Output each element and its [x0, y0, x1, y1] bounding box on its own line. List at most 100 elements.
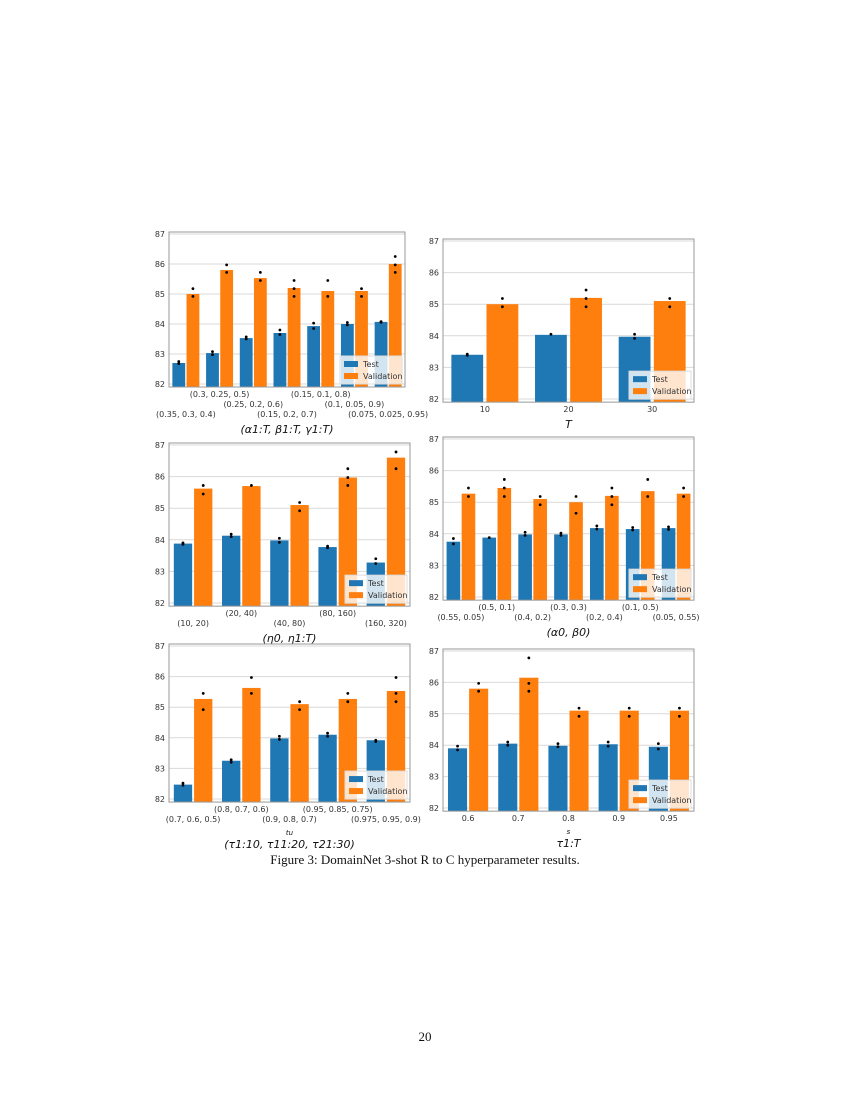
- legend-swatch-validation: [633, 586, 647, 593]
- seed-point: [556, 745, 560, 749]
- seed-point: [394, 700, 398, 704]
- x-axis-label-superscript: tu: [286, 829, 294, 837]
- plot-frame: [168, 231, 406, 388]
- seed-point: [181, 781, 185, 785]
- seed-point: [667, 525, 670, 529]
- seed-point: [559, 531, 563, 535]
- validation-bar: [194, 488, 213, 607]
- seed-point: [527, 689, 531, 693]
- legend-swatch-validation: [349, 592, 363, 599]
- test-bar: [446, 541, 461, 601]
- seed-point: [292, 279, 296, 282]
- test-bar: [270, 738, 289, 803]
- y-tick-label: 87: [155, 230, 165, 239]
- seed-point: [181, 783, 185, 787]
- seed-point: [646, 478, 650, 481]
- seed-point: [502, 495, 506, 498]
- seed-point: [346, 692, 350, 695]
- seed-point: [394, 467, 398, 471]
- seed-point: [298, 708, 302, 712]
- validation-bar: [287, 288, 301, 387]
- x-tick-label: (0.975, 0.95, 0.9): [351, 815, 421, 824]
- x-tick-label: (0.35, 0.3, 0.4): [156, 410, 216, 419]
- x-tick-label: (0.3, 0.3): [550, 603, 587, 612]
- validation-bar: [321, 291, 335, 387]
- seed-point: [631, 526, 635, 529]
- legend-box: [344, 574, 408, 604]
- x-tick-label: (40, 80): [274, 619, 306, 628]
- x-tick-label: 0.7: [512, 814, 525, 823]
- seed-point: [610, 495, 614, 498]
- x-axis-label: (α1:T, β1:T, γ1:T): [240, 423, 333, 436]
- seed-point: [467, 486, 470, 490]
- x-axis-label-superscript: s: [567, 828, 571, 836]
- plot-frame: [168, 643, 411, 803]
- seed-point: [667, 527, 670, 531]
- seed-point: [326, 734, 329, 738]
- y-tick-label: 85: [429, 498, 439, 507]
- legend-label-test: Test: [367, 775, 384, 784]
- x-tick-label: 0.95: [660, 814, 678, 823]
- seed-point: [678, 714, 681, 718]
- legend-swatch-test: [633, 785, 647, 792]
- test-bar: [590, 528, 604, 601]
- seed-point: [326, 546, 329, 550]
- x-tick-label: 30: [647, 405, 657, 414]
- validation-bar: [519, 677, 539, 812]
- legend-box: [628, 370, 692, 400]
- legend-swatch-test: [633, 574, 647, 581]
- seed-point: [477, 681, 481, 685]
- validation-bar: [290, 704, 309, 803]
- x-tick-label: (0.8, 0.7, 0.6): [214, 805, 269, 814]
- seed-point: [523, 530, 527, 534]
- test-bar: [173, 784, 193, 803]
- seed-point: [456, 744, 459, 748]
- seed-point: [506, 743, 510, 747]
- seed-point: [298, 501, 302, 504]
- y-tick-label: 85: [155, 290, 165, 299]
- seed-point: [229, 758, 233, 762]
- x-tick-label: (0.25, 0.2, 0.6): [223, 400, 283, 409]
- y-tick-label: 82: [155, 380, 165, 389]
- seed-point: [346, 700, 350, 704]
- y-tick-label: 86: [155, 260, 165, 269]
- seed-point: [584, 297, 588, 300]
- y-tick-label: 82: [155, 599, 165, 608]
- legend-label-validation: Validation: [363, 372, 403, 381]
- test-bar: [498, 743, 518, 812]
- seed-point: [312, 327, 316, 330]
- seed-point: [201, 484, 205, 487]
- seed-point: [229, 532, 233, 536]
- legend-box: [344, 770, 408, 800]
- validation-bar: [570, 297, 602, 403]
- legend-label-test: Test: [362, 360, 379, 369]
- x-tick-label: (0.55, 0.05): [437, 613, 484, 622]
- test-bar: [222, 535, 241, 607]
- x-tick-label: (10, 20): [177, 619, 209, 628]
- validation-bar: [605, 495, 619, 601]
- legend-label-validation: Validation: [652, 796, 692, 805]
- validation-bar: [220, 270, 234, 387]
- seed-point: [292, 295, 296, 298]
- y-tick-label: 87: [429, 435, 439, 444]
- seed-point: [465, 353, 469, 357]
- test-bar: [548, 745, 568, 812]
- x-tick-label: (0.1, 0.05, 0.9): [325, 400, 385, 409]
- x-axis-label: T: [565, 418, 573, 431]
- seed-point: [229, 760, 233, 764]
- legend-label-test: Test: [651, 375, 668, 384]
- validation-bar: [253, 278, 267, 387]
- test-bar: [307, 326, 321, 387]
- legend-box: [628, 779, 692, 809]
- validation-bar: [486, 304, 519, 403]
- seed-point: [656, 742, 660, 746]
- x-tick-label: (20, 40): [225, 609, 257, 618]
- seed-point: [250, 484, 253, 487]
- seed-point: [191, 295, 195, 298]
- test-bar: [239, 338, 253, 387]
- legend-label-test: Test: [367, 579, 384, 588]
- validation-bar: [242, 486, 261, 607]
- seed-point: [374, 562, 378, 565]
- seed-point: [527, 656, 531, 660]
